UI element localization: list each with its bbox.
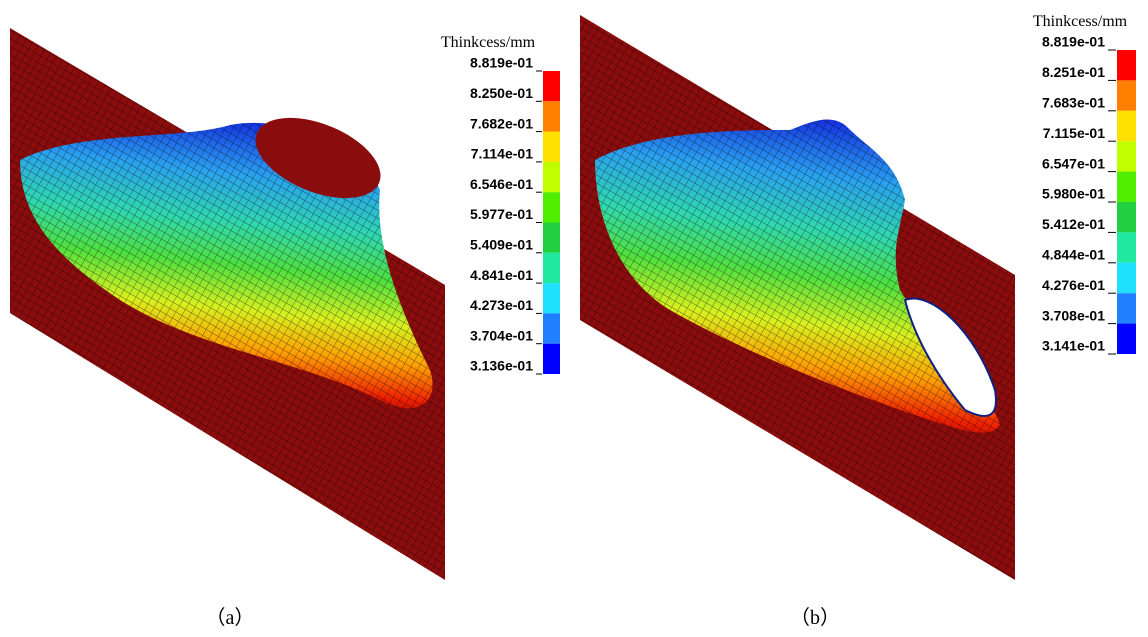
- legend-swatch: [1117, 111, 1136, 141]
- figure: Thinkcess/mm 8.819e-01 8.250e-01 7.682e-01…: [0, 0, 1148, 637]
- legend-label: 8.250e-01: [470, 85, 533, 101]
- legend-label: 4.276e-01: [1042, 277, 1105, 293]
- legend-label: 4.844e-01: [1042, 247, 1105, 263]
- panel-a: Thinkcess/mm 8.819e-01 8.250e-01 7.682e-01…: [10, 28, 560, 629]
- legend-swatch: [543, 71, 560, 101]
- panel-b: Thinkcess/mm 8.819e-01 8.251e-01 7.683e-01…: [580, 13, 1136, 629]
- legend-label: 5.412e-01: [1042, 216, 1105, 232]
- legend-title: Thinkcess/mm: [441, 34, 536, 51]
- legend: 8.819e-01 8.251e-01 7.683e-01 7.115e-01 6.54…: [1042, 34, 1136, 354]
- legend-swatch: [1117, 293, 1136, 323]
- legend-label: 3.141e-01: [1042, 338, 1105, 354]
- legend-label: 8.819e-01: [470, 55, 533, 71]
- legend-label: 7.115e-01: [1043, 125, 1105, 141]
- legend-swatch: [543, 101, 560, 131]
- legend-swatch: [543, 162, 560, 192]
- legend-swatch: [1117, 172, 1136, 202]
- caption: （b）: [790, 606, 840, 629]
- caption: （a）: [206, 606, 255, 629]
- legend-label: 5.980e-01: [1042, 186, 1105, 202]
- legend-title: Thinkcess/mm: [1033, 13, 1128, 30]
- legend-swatch: [543, 223, 560, 253]
- legend-label: 4.841e-01: [470, 267, 533, 283]
- legend-label: 7.114e-01: [471, 146, 533, 162]
- legend-label: 8.819e-01: [1042, 34, 1105, 50]
- legend-swatch: [1117, 232, 1136, 262]
- legend-label: 3.708e-01: [1042, 307, 1105, 323]
- legend-swatch: [543, 313, 560, 343]
- legend-label: 5.977e-01: [470, 206, 533, 222]
- legend-label: 7.683e-01: [1042, 95, 1105, 111]
- legend-swatch: [1117, 263, 1136, 293]
- legend-swatch: [543, 192, 560, 222]
- legend-swatch: [1117, 80, 1136, 110]
- legend-swatch: [1117, 202, 1136, 232]
- legend-swatch: [543, 283, 560, 313]
- legend: 8.819e-01 8.250e-01 7.682e-01 7.114e-01 6.54…: [470, 55, 560, 374]
- legend-label: 5.409e-01: [470, 237, 533, 253]
- legend-label: 8.251e-01: [1042, 64, 1105, 80]
- legend-swatch: [543, 344, 560, 374]
- legend-swatch: [1117, 141, 1136, 171]
- legend-label: 7.682e-01: [470, 115, 533, 131]
- legend-swatch: [543, 253, 560, 283]
- legend-label: 6.547e-01: [1042, 155, 1105, 171]
- legend-swatch: [1117, 324, 1136, 354]
- legend-label: 3.704e-01: [470, 327, 533, 343]
- legend-label: 4.273e-01: [470, 297, 533, 313]
- legend-label: 3.136e-01: [470, 358, 533, 374]
- legend-swatch: [543, 132, 560, 162]
- legend-swatch: [1117, 50, 1136, 80]
- legend-label: 6.546e-01: [470, 176, 533, 192]
